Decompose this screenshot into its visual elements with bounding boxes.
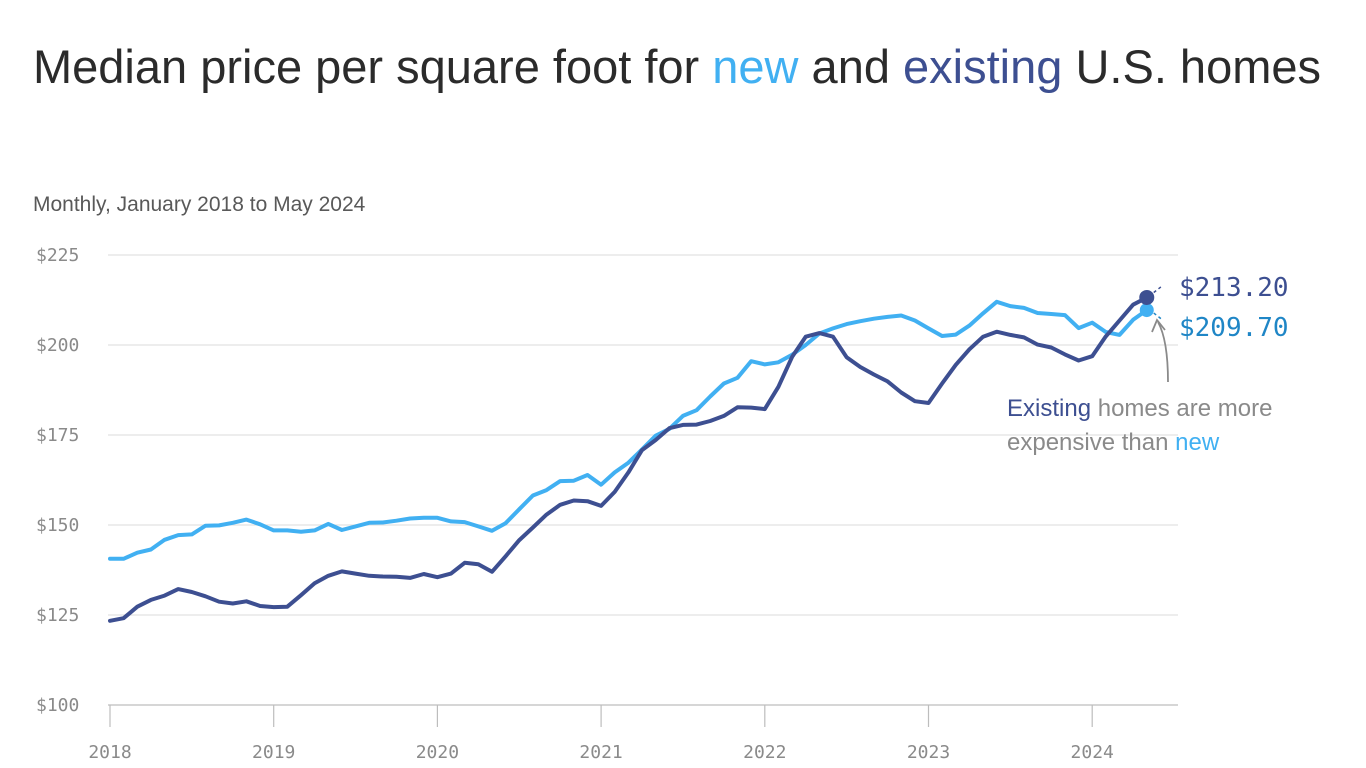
title-existing-word: existing <box>903 40 1063 93</box>
end-label-existing: $213.20 <box>1179 273 1289 303</box>
series-lines <box>108 295 1149 623</box>
title-part-1: Median price per square foot for <box>33 40 713 93</box>
x-tick-label: 2022 <box>743 742 786 763</box>
axes: $100 $125 $150 $175 $200 $225 2018 2019 2020 2021… <box>36 245 1114 763</box>
x-tick-label: 2021 <box>579 742 622 763</box>
series-line-existing <box>108 295 1149 623</box>
y-tick-label: $200 <box>36 335 79 356</box>
y-tick-label: $150 <box>36 515 79 536</box>
title-part-3: U.S. homes <box>1062 40 1321 93</box>
x-tick-label: 2020 <box>416 742 459 763</box>
y-tick-label: $100 <box>36 695 79 716</box>
y-tick-label: $125 <box>36 605 79 626</box>
leader-line-existing <box>1153 284 1164 294</box>
title-part-2: and <box>798 40 904 93</box>
series-line-new <box>108 299 1149 561</box>
x-tick-label: 2024 <box>1071 742 1114 763</box>
x-tick-label: 2018 <box>88 742 131 763</box>
x-tick-label: 2019 <box>252 742 295 763</box>
chart-title: Median price per square foot for new and… <box>33 34 1333 100</box>
end-labels: $213.20 $209.70 <box>1139 273 1289 383</box>
end-point-existing <box>1139 289 1155 305</box>
end-point-new <box>1139 303 1154 318</box>
grid-lines <box>108 254 1178 706</box>
annotation-note: Existing homes are more expensive than n… <box>1007 392 1297 460</box>
annotation-existing-word: Existing <box>1007 395 1092 422</box>
y-tick-label: $175 <box>36 425 79 446</box>
annotation-arrow-head <box>1151 318 1166 333</box>
y-tick-label: $225 <box>36 245 79 266</box>
title-new-word: new <box>712 40 799 93</box>
leader-line-new <box>1153 312 1164 321</box>
annotation-arrow-shaft <box>1157 321 1169 383</box>
chart-subtitle: Monthly, January 2018 to May 2024 <box>33 193 366 216</box>
x-tick-label: 2023 <box>907 742 950 763</box>
end-label-new: $209.70 <box>1179 313 1289 343</box>
annotation-middle-text: homes are more expensive than <box>1007 395 1273 456</box>
annotation-new-word: new <box>1175 429 1220 456</box>
